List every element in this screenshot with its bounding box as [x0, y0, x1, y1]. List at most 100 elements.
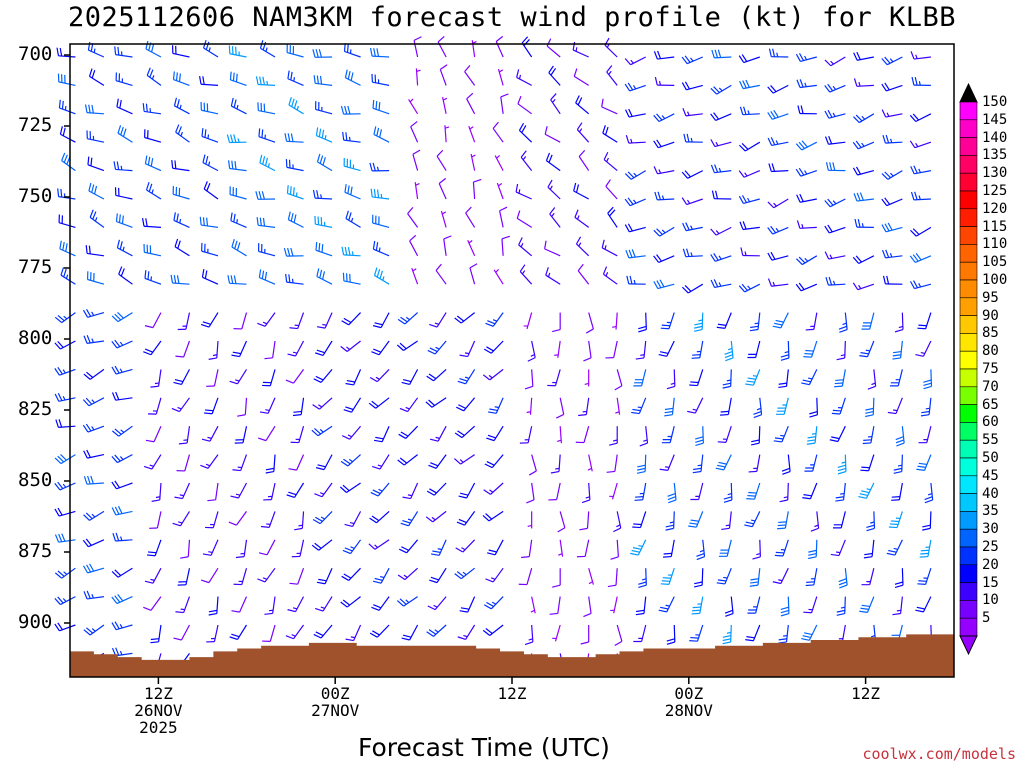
wind-barb [625, 135, 646, 144]
wind-barb [767, 251, 789, 261]
wind-barb [881, 197, 903, 207]
wind-barb [465, 206, 476, 228]
wind-barb [227, 275, 247, 285]
colorbar-label: 80 [982, 343, 999, 360]
wind-barb [854, 218, 874, 228]
wind-barb [803, 596, 818, 614]
wind-barb [143, 454, 162, 470]
wind-barb [372, 567, 390, 584]
wind-barb [83, 335, 105, 344]
x-tick-line: 2025 [139, 718, 178, 737]
wind-barb [414, 182, 420, 200]
wind-barb [691, 340, 704, 359]
wind-barb [517, 95, 533, 115]
wind-barb [810, 511, 820, 532]
wind-barb [722, 624, 732, 645]
wind-barb [311, 425, 333, 437]
wind-barb [148, 397, 162, 415]
wind-barb [809, 397, 819, 418]
wind-barb [836, 596, 846, 616]
wind-barb [690, 482, 704, 501]
wind-barb [625, 249, 646, 259]
y-tick-label: 700 [18, 43, 53, 65]
colorbar-label: 85 [982, 325, 999, 342]
wind-barb [825, 276, 846, 286]
wind-barb [408, 98, 419, 115]
colorbar-swatch [959, 101, 978, 121]
wind-barb [203, 397, 219, 415]
wind-barb [263, 482, 276, 501]
wind-barb [802, 482, 818, 500]
wind-barb [909, 280, 932, 290]
wind-barb [796, 79, 817, 89]
wind-barb [778, 624, 789, 644]
wind-barb [747, 340, 761, 359]
wind-barb [150, 369, 162, 388]
wind-barb [457, 624, 476, 640]
wind-barb [653, 279, 675, 290]
wind-barb [54, 312, 76, 324]
wind-barb [257, 102, 276, 115]
wind-barb [890, 369, 903, 387]
wind-barb [527, 340, 536, 362]
wind-barb [255, 76, 276, 86]
wind-barb [470, 153, 476, 171]
wind-barb [910, 226, 932, 237]
wind-barb [552, 568, 561, 588]
wind-barb [341, 567, 361, 581]
wind-barb [710, 164, 732, 174]
wind-barb [720, 397, 732, 416]
wind-barb [781, 454, 791, 475]
wind-barb [259, 154, 276, 172]
wind-barb [56, 47, 76, 58]
wind-barb [688, 511, 704, 528]
wind-barb [345, 210, 361, 228]
colorbar-label: 135 [982, 147, 1008, 164]
wind-barb [487, 539, 504, 556]
wind-barb [587, 454, 593, 472]
wind-barb [526, 397, 533, 415]
wind-barb [624, 170, 647, 180]
wind-barb [588, 568, 594, 585]
wind-barb [580, 625, 590, 645]
wind-barb [467, 239, 476, 257]
colorbar-swatch [959, 582, 978, 601]
wind-barb [920, 397, 932, 417]
wind-barb [834, 624, 846, 643]
wind-barb [454, 425, 476, 439]
credit-link[interactable]: coolwx.com/models [862, 745, 1016, 763]
colorbar-label: 60 [982, 414, 999, 431]
wind-barb [767, 137, 789, 147]
colorbar-swatch [959, 564, 978, 583]
wind-barb [518, 122, 533, 143]
wind-barb [691, 596, 704, 615]
wind-barb [200, 102, 219, 115]
wind-barb [893, 454, 903, 474]
wind-barb [739, 221, 760, 231]
wind-barb [413, 36, 422, 58]
wind-barb [178, 426, 191, 445]
colorbar-swatch [959, 226, 978, 245]
wind-barb [614, 369, 623, 391]
wind-barb [924, 482, 934, 504]
colorbar-swatch [959, 511, 978, 530]
wind-barb [206, 369, 219, 387]
wind-barb [749, 312, 761, 332]
wind-barb [653, 166, 675, 175]
wind-barb [315, 596, 333, 612]
wind-barb [632, 511, 647, 529]
wind-barb [664, 397, 675, 417]
wind-barb [606, 454, 618, 473]
wind-barb [882, 275, 903, 285]
wind-barb [633, 369, 647, 387]
wind-barb [482, 368, 504, 381]
wind-barb [255, 191, 276, 200]
wind-barb [824, 56, 846, 67]
wind-barb [289, 312, 305, 330]
wind-barb [173, 369, 191, 385]
x-tick-label: 00Z 28NOV [644, 685, 734, 719]
wind-barb [499, 206, 508, 228]
wind-barb [410, 121, 419, 143]
wind-barb [369, 624, 390, 638]
chart-title: 2025112606 NAM3KM forecast wind profile … [67, 2, 957, 33]
